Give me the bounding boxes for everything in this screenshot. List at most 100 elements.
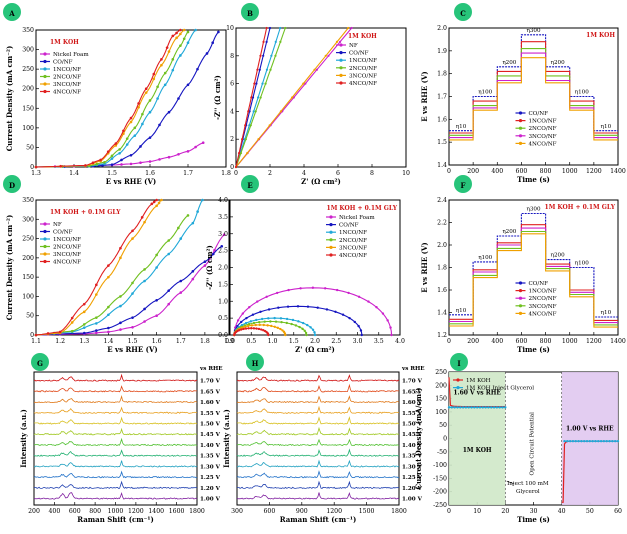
legend-marker [518, 119, 523, 123]
legend-marker [518, 296, 523, 300]
y-axis-label: E vs RHE (V) [420, 71, 429, 121]
data-point [311, 328, 315, 331]
legend-marker [43, 89, 47, 94]
data-point [171, 58, 175, 61]
data-point [487, 406, 490, 409]
data-point [143, 268, 146, 271]
y-tick-label: -200 [433, 489, 447, 496]
y-tick-label: 1.6 [437, 116, 447, 123]
data-point [131, 229, 134, 233]
legend-marker [518, 134, 523, 138]
data-point [447, 406, 451, 409]
legend-entry: 2NCO/NF [53, 75, 81, 81]
data-point [456, 406, 459, 409]
data-point [213, 248, 216, 252]
legend-marker [456, 386, 460, 390]
legend-marker [456, 378, 460, 382]
legend-marker [518, 281, 523, 285]
legend-marker [518, 304, 523, 308]
data-point [492, 406, 496, 409]
region-glycerol [561, 372, 618, 505]
step-label: η100 [478, 255, 492, 261]
data-point [263, 320, 266, 323]
data-point [211, 41, 214, 45]
data-point [244, 321, 248, 325]
y-tick-label: 0.0 [218, 332, 228, 339]
data-point [171, 34, 175, 38]
data-point [260, 328, 263, 331]
data-point [608, 439, 611, 443]
data-point [386, 319, 389, 322]
x-tick-label: 3.0 [353, 338, 363, 345]
panel-letter-E: E [247, 181, 252, 190]
data-point [599, 439, 603, 443]
data-point [119, 246, 122, 250]
data-point [152, 200, 156, 204]
raman-spectrum [236, 470, 400, 479]
data-point [119, 256, 122, 260]
data-point [338, 40, 342, 44]
panel-H: 300 600 900 1200 1500 1800 Raman Shift (cm⁻¹) I… [222, 366, 425, 524]
series-line [449, 224, 618, 321]
data-point [357, 295, 361, 298]
data-point [167, 50, 171, 53]
data-point [237, 152, 241, 155]
data-point [133, 134, 137, 137]
y-tick-label: 3.0 [218, 231, 228, 238]
data-point [257, 96, 260, 99]
panel-letter-G: G [37, 359, 43, 368]
data-point [143, 220, 146, 224]
data-point [253, 82, 256, 85]
data-point [357, 324, 360, 328]
panel-letter-I: I [457, 359, 460, 368]
legend-entry: 4NCO/NF [339, 253, 367, 259]
series-line [449, 230, 618, 326]
panel-badge-I [450, 353, 468, 371]
data-point [239, 320, 243, 324]
data-point [475, 406, 479, 409]
step-label: η200 [551, 253, 565, 259]
data-point [299, 287, 302, 290]
potential-label: 1.30 V [402, 464, 423, 470]
y-tick-label: 50 [26, 144, 34, 151]
step-label: η100 [575, 90, 589, 96]
data-point [160, 58, 163, 61]
y-tick-label: 250 [22, 66, 34, 73]
panel-letter-D: D [9, 181, 15, 190]
data-point [269, 320, 272, 323]
annotation: Open Circuit Potential [530, 412, 536, 476]
x-tick-label: 400 [48, 508, 60, 515]
data-point [186, 150, 190, 153]
data-point [119, 304, 122, 308]
y-axis-label: -Z'' (Ω cm²) [205, 245, 214, 290]
legend-entry: 3NCO/NF [339, 245, 367, 251]
data-point [267, 308, 271, 311]
legend-marker [329, 215, 333, 219]
annotation: 1M KOH [463, 447, 492, 454]
data-point [313, 68, 316, 71]
data-point [152, 77, 156, 81]
data-point [304, 82, 307, 85]
legend-entry: 3NCO/NF [529, 304, 557, 310]
x-tick-label: 400 [491, 338, 503, 345]
legend-marker [339, 81, 343, 85]
y-tick-label: 8 [230, 53, 234, 60]
y-tick-label: 1.5 [218, 281, 228, 288]
y-tick-label: 1.7 [437, 94, 447, 101]
data-point [241, 138, 244, 141]
data-point [246, 324, 250, 328]
legend-marker [43, 259, 47, 264]
y-tick-label: 350 [22, 197, 34, 204]
data-point [274, 320, 278, 323]
data-point [269, 68, 272, 71]
y-tick-label: 1.8 [437, 71, 447, 78]
y-tick-label: 150 [435, 396, 447, 403]
data-point [167, 239, 170, 242]
data-point [304, 331, 308, 335]
step-label: η200 [502, 60, 516, 66]
step-label: η10 [601, 310, 612, 316]
data-point [605, 439, 608, 443]
legend-entry: 1NCO/NF [349, 58, 377, 64]
raman-spectrum [236, 438, 400, 447]
data-point [274, 54, 277, 57]
